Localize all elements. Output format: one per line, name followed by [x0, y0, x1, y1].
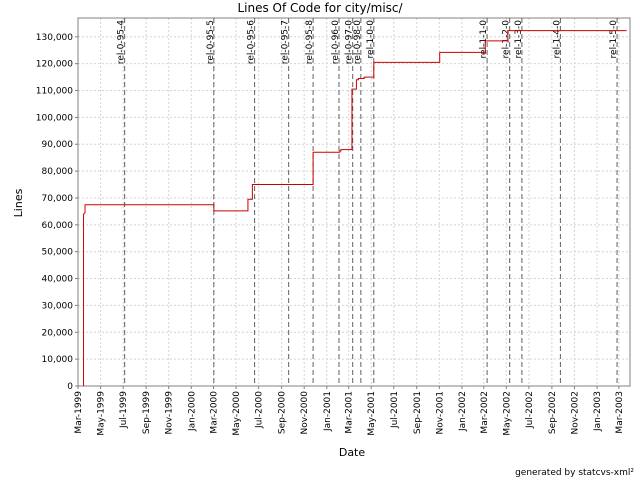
- plot-area: [77, 17, 631, 387]
- x-axis-label: Date: [339, 446, 366, 459]
- release-marker-label: rel-1-1-0: [479, 20, 489, 59]
- release-marker-label: rel-0-97-0: [345, 20, 355, 64]
- grid: [77, 18, 630, 387]
- x-tick-label: Sep-2001: [413, 391, 423, 434]
- y-tick-label: 30,000: [42, 301, 74, 311]
- release-marker-label: rel-1-2-0: [502, 20, 512, 59]
- release-marker-label: rel-1-4-0: [552, 20, 562, 59]
- y-axis-ticks: 0 10,000 20,000 30,000 40,000 50,000 60,000 70,…: [36, 33, 78, 392]
- x-tick-label: Jan-2002: [458, 391, 468, 432]
- chart-title: Lines Of Code for city/misc/: [237, 1, 403, 15]
- release-marker-label: rel-1-5-0: [609, 20, 619, 59]
- y-tick-label: 80,000: [42, 167, 74, 177]
- x-tick-label: Sep-1999: [142, 391, 152, 434]
- x-tick-label: May-2002: [502, 391, 512, 436]
- y-tick-label: 60,000: [42, 221, 74, 231]
- x-tick-label: Jul-2000: [255, 391, 265, 429]
- x-axis-ticks: Mar-1999 May-1999 Jul-1999 Sep-1999 Nov-1999…: [74, 386, 625, 436]
- y-tick-label: 40,000: [42, 275, 74, 285]
- x-tick-label: Jul-2002: [525, 391, 535, 429]
- release-marker-label: rel-0-95-7: [281, 20, 291, 64]
- release-marker-label: rel-0-95-4: [117, 20, 127, 64]
- lines-of-code-series: [83, 30, 627, 386]
- x-tick-label: Jan-2001: [323, 391, 333, 432]
- y-tick-label: 110,000: [36, 87, 73, 97]
- x-tick-label: Mar-2000: [210, 391, 220, 434]
- x-tick-label: May-2001: [367, 391, 377, 436]
- x-tick-label: Mar-2002: [480, 391, 490, 434]
- y-tick-label: 70,000: [42, 194, 74, 204]
- x-tick-label: May-1999: [97, 391, 107, 436]
- x-tick-label: Nov-2000: [300, 391, 310, 435]
- release-marker-label: rel-0-98-0: [353, 20, 363, 64]
- release-marker-label: rel-1-0-0: [366, 20, 376, 59]
- x-tick-label: May-2000: [232, 391, 242, 436]
- x-tick-label: Nov-2002: [570, 391, 580, 434]
- x-tick-label: Jul-2001: [390, 391, 400, 429]
- x-tick-label: Sep-2002: [548, 391, 558, 434]
- release-marker-label: rel-0-95-6: [247, 20, 257, 64]
- y-tick-label: 10,000: [42, 355, 74, 365]
- x-tick-label: Nov-1999: [165, 391, 175, 435]
- y-tick-label: 50,000: [42, 248, 74, 258]
- x-tick-label: Jul-1999: [119, 391, 129, 429]
- release-marker-label: rel-0-96-0: [331, 20, 341, 64]
- credit-text: generated by statcvs-xml²: [515, 468, 634, 478]
- release-marker-label: rel-1-3-0: [514, 20, 524, 59]
- x-tick-label: Jan-2003: [593, 391, 603, 432]
- release-marker-label: rel-0-95-5: [206, 20, 216, 64]
- x-tick-label: Sep-2000: [278, 391, 288, 434]
- y-tick-label: 0: [67, 382, 73, 392]
- y-tick-label: 120,000: [36, 60, 73, 70]
- x-tick-label: Mar-2003: [615, 391, 625, 434]
- y-axis-label: Lines: [12, 188, 25, 217]
- x-tick-label: Mar-1999: [74, 391, 84, 434]
- release-marker-label: rel-0-95-8: [305, 20, 315, 64]
- y-tick-label: 90,000: [42, 140, 74, 150]
- x-tick-label: Mar-2001: [345, 391, 355, 434]
- y-tick-label: 130,000: [36, 33, 73, 43]
- y-tick-label: 100,000: [36, 113, 73, 123]
- release-markers: rel-0-95-4 rel-0-95-5 rel-0-95-6 rel-0-95-7…: [117, 18, 619, 386]
- x-tick-label: Nov-2001: [435, 391, 445, 434]
- y-tick-label: 20,000: [42, 328, 74, 338]
- x-tick-label: Jan-2000: [187, 391, 197, 432]
